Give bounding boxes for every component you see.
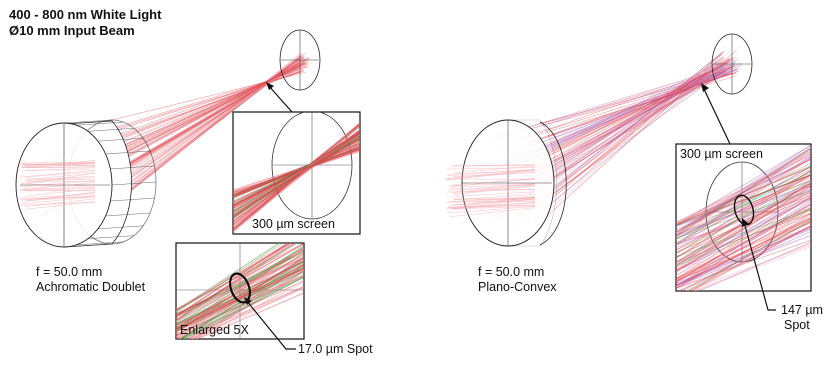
right-screen — [712, 34, 752, 94]
header-line-2: Ø10 mm Input Beam — [9, 23, 135, 38]
right-screen-label: 300 µm screen — [680, 147, 763, 162]
left-screen-zoom-inset — [233, 111, 362, 234]
left-screen-label: 300 µm screen — [252, 217, 335, 232]
right-spot-value: 147 µm — [781, 303, 823, 318]
left-focal-length: f = 50.0 mm — [36, 265, 102, 280]
left-spot-label: 17.0 µm Spot — [298, 342, 373, 357]
left-lens — [16, 120, 156, 247]
right-lens — [445, 120, 566, 246]
right-ray — [542, 67, 718, 155]
right-focal-length: f = 50.0 mm — [478, 265, 544, 280]
header-line-1: 400 - 800 nm White Light — [9, 7, 161, 22]
left-screen — [280, 30, 320, 90]
right-lens-type: Plano-Convex — [478, 280, 557, 295]
right-spot-word: Spot — [784, 318, 810, 333]
left-lens-type: Achromatic Doublet — [36, 280, 145, 295]
left-leader — [266, 82, 292, 112]
enlarged-label: Enlarged 5X — [180, 323, 249, 338]
